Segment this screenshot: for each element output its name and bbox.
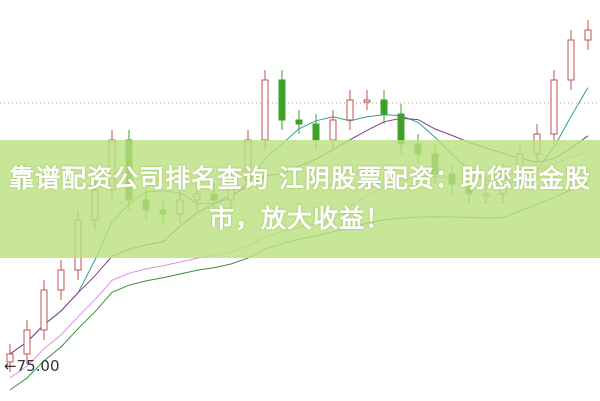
candle-body [584,29,592,41]
candle [6,344,14,372]
candle [363,90,371,110]
title-banner: 靠谱配资公司排名查询 江阴股票配资：助您掘金股市，放大收益！ [0,140,600,258]
candle [278,70,286,130]
candle [295,110,303,134]
candle-body [57,269,65,291]
candle [550,70,558,144]
candle-body [6,353,14,363]
candle-body [312,123,320,141]
candle-body [295,119,303,125]
candle-body [550,79,558,135]
candle [346,90,354,130]
candle [40,280,48,340]
candle-body [346,99,354,121]
candle [57,260,65,300]
candle-body [40,289,48,331]
candle-body [363,99,371,103]
candle [23,320,31,364]
candle-body [261,79,269,141]
candle-body [329,119,337,141]
candle [261,70,269,150]
candle-body [23,329,31,355]
candle [584,20,592,50]
low-price-annotation: ←75.00 [4,357,60,375]
candle-body [567,39,575,81]
banner-title: 靠谱配资公司排名查询 江阴股票配资：助您掘金股市，放大收益！ [9,164,591,233]
candle-body [278,79,286,121]
candle [567,30,575,90]
candle [380,90,388,124]
candle-body [380,99,388,115]
